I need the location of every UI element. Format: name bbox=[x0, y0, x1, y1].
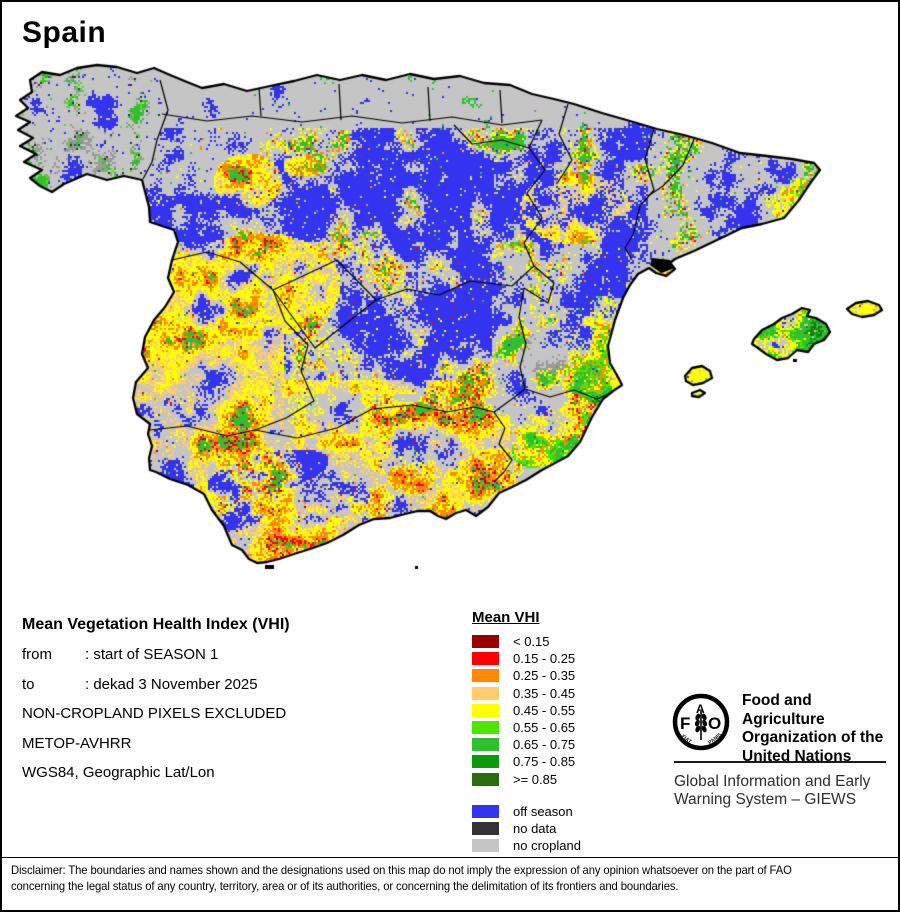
legend-row: no cropland bbox=[472, 837, 581, 854]
info-from-value: : start of SEASON 1 bbox=[85, 646, 219, 663]
info-row-to: to : dekad 3 November 2025 bbox=[22, 676, 290, 693]
legend-label: 0.55 - 0.65 bbox=[513, 720, 576, 736]
fao-motto-fiat: FIAT bbox=[680, 734, 692, 745]
legend-label: off season bbox=[513, 803, 573, 819]
legend-title: Mean VHI bbox=[472, 609, 540, 626]
legend-swatch bbox=[472, 755, 499, 769]
fao-org-name: Food and Agriculture Organization of the… bbox=[742, 692, 898, 766]
legend-swatch bbox=[472, 703, 499, 717]
info-row-from: from : start of SEASON 1 bbox=[22, 646, 290, 663]
legend-label: 0.25 - 0.35 bbox=[513, 668, 576, 684]
legend-swatch bbox=[472, 635, 499, 649]
info-from-label: from bbox=[22, 646, 52, 663]
disclaimer-line-1: Disclaimer: The boundaries and names sho… bbox=[11, 864, 792, 877]
legend-row: 0.75 - 0.85 bbox=[472, 753, 581, 770]
brand-divider bbox=[674, 761, 886, 763]
info-line-cropland: NON-CROPLAND PIXELS EXCLUDED bbox=[22, 705, 287, 722]
legend-classes: < 0.15 0.15 - 0.25 0.25 - 0.35 0.35 - 0.… bbox=[472, 633, 581, 788]
legend-row: >= 0.85 bbox=[472, 771, 581, 788]
legend-row: 0.25 - 0.35 bbox=[472, 667, 581, 684]
legend-row: off season bbox=[472, 803, 581, 820]
legend-label: >= 0.85 bbox=[513, 771, 558, 787]
legend-swatch bbox=[472, 669, 499, 683]
legend-row: 0.55 - 0.65 bbox=[472, 719, 581, 736]
legend-row: 0.45 - 0.55 bbox=[472, 702, 581, 719]
legend-swatch bbox=[472, 772, 499, 786]
disclaimer: Disclaimer: The boundaries and names sho… bbox=[11, 863, 865, 894]
legend-label: no data bbox=[513, 820, 557, 836]
legend-row: < 0.15 bbox=[472, 633, 581, 650]
fao-logo-letter-a: A bbox=[696, 702, 705, 716]
legend-swatch bbox=[472, 804, 499, 818]
giews-line: Warning System – GIEWS bbox=[674, 790, 857, 808]
legend-label: no cropland bbox=[513, 838, 581, 854]
fao-logo-icon: F A O FIAT PANIS bbox=[672, 693, 730, 751]
info-line-projection: WGS84, Geographic Lat/Lon bbox=[22, 764, 215, 781]
disclaimer-line-2: concerning the legal status of any count… bbox=[11, 879, 679, 893]
info-to-value: : dekad 3 November 2025 bbox=[85, 675, 258, 693]
legend-swatch bbox=[472, 686, 499, 700]
legend-swatch bbox=[472, 839, 499, 853]
wheat-ear-icon bbox=[694, 711, 708, 740]
info-heading: Mean Vegetation Health Index (VHI) bbox=[22, 616, 290, 633]
fao-logo-letter-f: F bbox=[680, 714, 690, 733]
fao-org-line: Organization of the bbox=[742, 729, 884, 746]
legend-swatch bbox=[472, 652, 499, 666]
legend-swatch bbox=[472, 821, 499, 835]
info-line-sensor: METOP-AVHRR bbox=[22, 734, 132, 752]
legend-row: 0.35 - 0.45 bbox=[472, 685, 581, 702]
legend-label: 0.65 - 0.75 bbox=[513, 737, 576, 753]
legend-row: 0.15 - 0.25 bbox=[472, 650, 581, 667]
giews-name: Global Information and Early Warning Sys… bbox=[674, 773, 870, 808]
legend-label: 0.35 - 0.45 bbox=[513, 685, 576, 701]
legend-swatch bbox=[472, 738, 499, 752]
fao-org-line: Food and Agriculture bbox=[742, 692, 825, 728]
legend-label: 0.15 - 0.25 bbox=[513, 651, 576, 667]
page-title: Spain bbox=[22, 16, 107, 49]
fao-logo-letter-o: O bbox=[708, 714, 721, 733]
legend-row: no data bbox=[472, 820, 581, 837]
giews-line: Global Information and Early bbox=[674, 773, 871, 790]
legend-swatch bbox=[472, 721, 499, 735]
legend-label: 0.75 - 0.85 bbox=[513, 754, 576, 770]
map-info-block: Mean Vegetation Health Index (VHI) from:… bbox=[22, 616, 290, 794]
disclaimer-divider bbox=[2, 857, 898, 858]
legend-label: < 0.15 bbox=[513, 634, 550, 650]
info-to-label: to bbox=[22, 675, 35, 693]
legend: Mean VHI < 0.15 0.15 - 0.25 0.25 - 0.35 … bbox=[472, 609, 581, 854]
legend-row: 0.65 - 0.75 bbox=[472, 736, 581, 753]
legend-special-classes: off season no data no cropland bbox=[472, 803, 581, 855]
legend-label: 0.45 - 0.55 bbox=[513, 702, 576, 718]
fao-org-line: United Nations bbox=[742, 747, 852, 765]
